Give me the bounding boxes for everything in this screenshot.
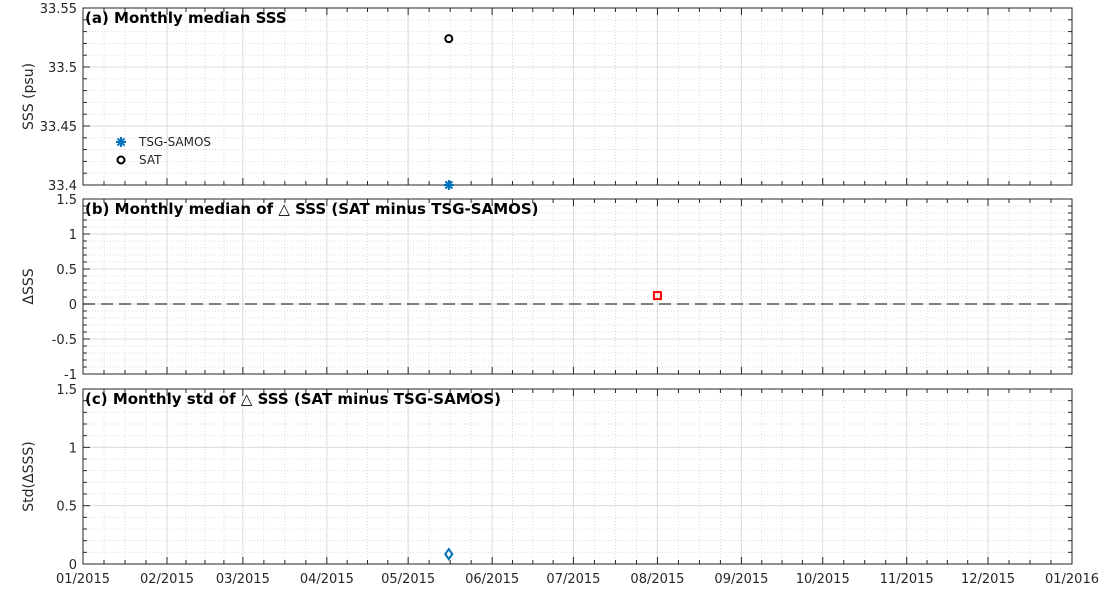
y-tick-label: 1 <box>69 228 77 243</box>
panel-1: -1 -0.5 0 0.5 1 1.5 ΔSSS (b) Monthly median of … <box>21 193 1073 383</box>
y-tick-label: 33.5 <box>48 61 77 76</box>
x-tick-label: 02/2015 <box>140 572 194 587</box>
x-tick-label: 12/2015 <box>961 572 1015 587</box>
x-tick-label: 05/2015 <box>381 572 435 587</box>
panel-0: 33.4 33.45 33.5 33.55 SSS (psu) (a) Monthly m… <box>21 2 1073 194</box>
y-tick-label: -1 <box>64 368 77 383</box>
asterisk-stroke <box>444 180 454 190</box>
y-tick-label: 0 <box>69 298 77 313</box>
x-tick-label: 04/2015 <box>300 572 354 587</box>
y-tick-label: 33.4 <box>48 179 77 194</box>
y-tick-label: 33.55 <box>40 2 77 17</box>
x-tick-label: 07/2015 <box>546 572 600 587</box>
grid <box>82 7 1073 186</box>
y-tick-label: 1.5 <box>56 193 77 208</box>
square-marker <box>652 291 662 301</box>
legend-entry-label: TSG-SAMOS <box>138 135 211 149</box>
y-tick-label: 0.5 <box>56 263 77 278</box>
data-point <box>116 137 126 147</box>
panel-title: (a) Monthly median SSS <box>85 9 287 27</box>
y-axis-label: ΔSSS <box>21 268 37 304</box>
legend: TSG-SAMOS SAT <box>116 135 211 167</box>
grid <box>82 388 1073 565</box>
panel-title: (b) Monthly median of △ SSS (SAT minus T… <box>85 200 539 218</box>
y-tick-label: 33.45 <box>40 120 77 135</box>
x-tick-label: 06/2015 <box>465 572 519 587</box>
x-tick-label: 10/2015 <box>796 572 850 587</box>
y-tick-label: 0 <box>69 558 77 573</box>
x-tick-label: 09/2015 <box>714 572 768 587</box>
data-point <box>652 291 662 301</box>
axes-box <box>82 7 1073 186</box>
data-point <box>443 180 454 190</box>
x-tick-label: 08/2015 <box>630 572 684 587</box>
y-tick-label: 0.5 <box>56 500 77 515</box>
y-axis-label: SSS (psu) <box>21 63 37 130</box>
legend-entry-label: SAT <box>139 153 162 167</box>
y-tick-label: 1 <box>69 441 77 456</box>
axes-box <box>82 198 1073 375</box>
circle-marker <box>444 34 454 44</box>
y-tick-label: 1.5 <box>56 383 77 398</box>
y-tick-label: -0.5 <box>52 333 77 348</box>
data-point <box>444 547 454 561</box>
x-tick-label: 01/2015 <box>56 572 110 587</box>
panel-2: 0 0.5 1 1.5 01/2015 02/2015 03/2015 04/2015 05/2… <box>21 383 1099 587</box>
x-tick-label: 11/2015 <box>880 572 934 587</box>
circle-marker <box>116 155 126 165</box>
y-axis-label: Std(ΔSSS) <box>21 441 37 511</box>
panel-title: (c) Monthly std of △ SSS (SAT minus TSG-… <box>85 390 501 408</box>
x-tick-label: 03/2015 <box>216 572 270 587</box>
grid <box>82 198 1073 375</box>
data-point <box>116 155 126 165</box>
asterisk-stroke <box>116 137 126 147</box>
data-point <box>444 34 454 44</box>
axes-box <box>82 388 1073 565</box>
x-tick-label: 01/2016 <box>1045 572 1099 587</box>
diamond-marker <box>444 547 454 561</box>
